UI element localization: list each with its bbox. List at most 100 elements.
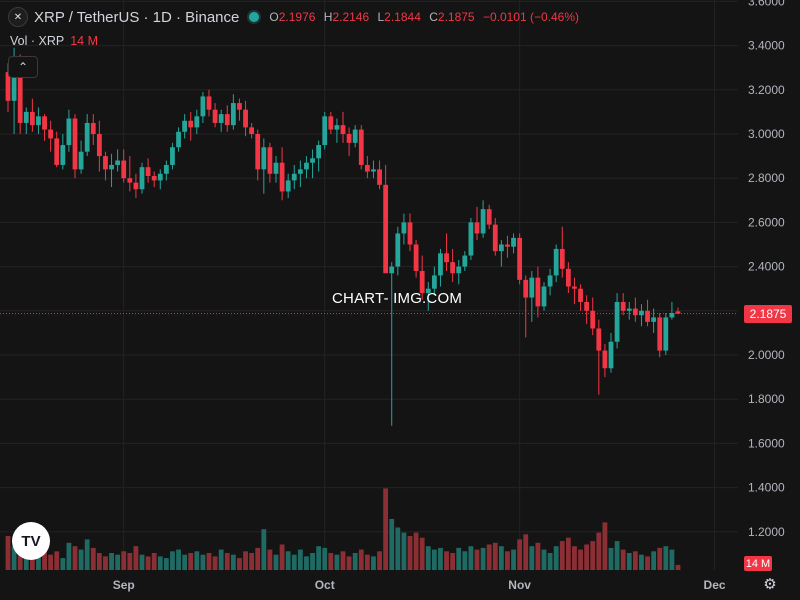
volume-bar [297, 549, 303, 570]
volume-bar [176, 549, 181, 570]
volume-bar [133, 546, 139, 570]
candle-body [267, 147, 273, 174]
candle-body [383, 184, 389, 274]
market-status-icon [249, 12, 260, 22]
candle-body [377, 169, 382, 185]
collapse-legend-button[interactable]: ⌃ [8, 56, 38, 78]
y-tick-label: 2.6000 [748, 215, 785, 229]
volume-bar [614, 541, 620, 570]
y-tick-label: 3.6000 [748, 0, 785, 8]
volume-bar [632, 551, 638, 570]
volume-bar [450, 553, 456, 570]
candle-body [72, 118, 78, 170]
candle-body [565, 268, 571, 287]
y-tick-label: 2.4000 [748, 260, 785, 274]
candle-body [230, 103, 236, 126]
volume-bar [267, 549, 273, 570]
candle-body [505, 244, 510, 247]
candle-body [5, 72, 11, 101]
volume-bar [322, 547, 328, 570]
volume-bar [413, 532, 419, 570]
volume-bar [444, 551, 449, 570]
candle-body [517, 237, 523, 280]
volume-bar [115, 554, 121, 570]
volume-bar [163, 558, 169, 570]
candle-body [340, 125, 346, 134]
volume-bar [42, 549, 47, 570]
volume-bar [157, 556, 163, 570]
candle-body [523, 279, 529, 298]
volume-bar [310, 553, 315, 570]
volume-bar [371, 556, 376, 570]
candle-body [334, 125, 340, 130]
x-tick-label: Sep [113, 578, 135, 592]
candle-body [36, 116, 41, 126]
candle-body [352, 129, 358, 143]
tradingview-logo-icon[interactable]: TV [12, 522, 50, 560]
volume-bar [72, 546, 78, 570]
candle-body [54, 138, 60, 165]
volume-bar [96, 553, 102, 570]
candle-body [657, 317, 663, 351]
open-label: O [269, 10, 279, 24]
volume-bar [261, 529, 267, 570]
candle-body [273, 162, 279, 174]
volume-bar [285, 551, 291, 570]
candle-body [163, 164, 169, 174]
candle-body [42, 116, 47, 130]
volume-bar [273, 554, 279, 570]
chart-header: ✕ XRP / TetherUS · 1D · Binance O2.1976 … [8, 6, 584, 28]
volume-bar [84, 539, 90, 570]
candle-body [237, 103, 242, 110]
y-tick-label: 1.6000 [748, 436, 785, 450]
symbol-title[interactable]: XRP / TetherUS · 1D · Binance [34, 8, 240, 26]
volume-bar [304, 556, 309, 570]
volume-bar [456, 547, 462, 570]
y-tick-label: 1.8000 [748, 392, 785, 406]
volume-bar [103, 556, 108, 570]
candle-body [316, 145, 322, 159]
volume-bar [651, 551, 657, 570]
settings-gear-icon[interactable]: ⚙ [763, 576, 777, 593]
candle-body [413, 244, 419, 272]
x-tick-label: Nov [508, 578, 531, 592]
volume-bar [553, 546, 559, 570]
candle-body [66, 118, 72, 146]
volume-bar [224, 553, 230, 570]
candle-body [212, 109, 218, 123]
candle-body [559, 248, 565, 269]
candle-body [389, 266, 395, 274]
candle-body [249, 127, 255, 134]
volume-bar [395, 527, 401, 570]
volume-bar [60, 558, 66, 570]
volume-bar [121, 551, 127, 570]
candle-body [395, 233, 401, 267]
candle-body [602, 350, 608, 369]
candle-body [115, 160, 121, 165]
y-tick-label: 1.2000 [748, 525, 785, 539]
candle-body [29, 111, 35, 126]
candle-body [450, 262, 456, 274]
candle-body [407, 222, 413, 245]
volume-bar [590, 541, 596, 570]
volume-bar [17, 551, 23, 570]
volume-bar [645, 556, 650, 570]
volume-bar [572, 546, 577, 570]
high-value: 2.2146 [332, 10, 370, 24]
volume-bar [468, 546, 474, 570]
candle-body [90, 122, 96, 134]
volume-bar [578, 549, 583, 570]
volume-label: Vol · XRP [10, 34, 65, 48]
volume-bar [340, 551, 346, 570]
candle-body [547, 275, 553, 287]
volume-bar [352, 553, 358, 570]
candle-body [651, 317, 657, 322]
volume-bar [194, 551, 200, 570]
candle-body [322, 116, 328, 146]
candle-body [492, 224, 498, 252]
candle-body [632, 308, 638, 316]
volume-bar [364, 554, 370, 570]
candle-body [675, 311, 681, 314]
volume-bar [541, 549, 547, 570]
